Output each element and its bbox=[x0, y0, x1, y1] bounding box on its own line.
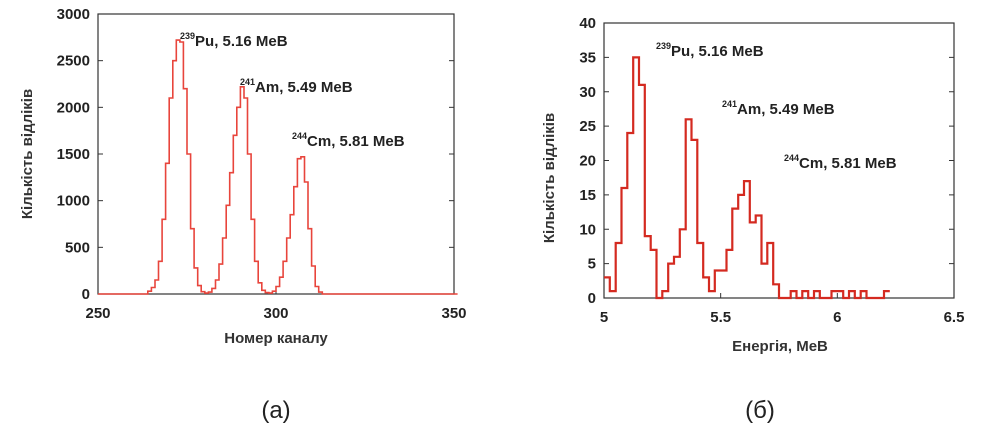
x-tick-label-b: 6 bbox=[833, 309, 841, 326]
x-ticks-b: 5 5.5 6 6.5 bbox=[600, 293, 965, 326]
y-tick-label-a: 2000 bbox=[57, 99, 90, 116]
y-tick-label-a: 0 bbox=[82, 286, 90, 303]
annotation-pu-b: 239Pu, 5.16 MeB bbox=[656, 41, 764, 60]
y-ticks-a: 0 500 1000 1500 2000 2500 3000 bbox=[57, 6, 454, 303]
chart-panel-a: 0 500 1000 1500 2000 2500 3000 250 300 350 239Pu… bbox=[19, 6, 467, 424]
y-tick-label-a: 2500 bbox=[57, 53, 90, 70]
spectrum-line-a bbox=[98, 39, 458, 295]
x-tick-label-b: 5.5 bbox=[710, 309, 731, 326]
y-tick-label-b: 25 bbox=[579, 118, 596, 135]
y-tick-label-b: 30 bbox=[579, 84, 596, 101]
y-axis-label-a: Кількість відліків bbox=[19, 89, 36, 219]
y-tick-label-a: 1500 bbox=[57, 146, 90, 163]
annotation-pu-a: 239Pu, 5.16 MeB bbox=[180, 31, 288, 50]
annotation-cm-a: 244Cm, 5.81 MeB bbox=[292, 131, 405, 150]
x-tick-label-a: 300 bbox=[263, 305, 288, 322]
y-tick-label-b: 20 bbox=[579, 153, 596, 170]
y-axis-label-b: Кількість відліків bbox=[541, 113, 558, 243]
y-tick-label-a: 3000 bbox=[57, 6, 90, 23]
y-tick-label-b: 0 bbox=[588, 290, 596, 307]
caption-a: (a) bbox=[261, 397, 290, 424]
y-tick-label-b: 35 bbox=[579, 49, 596, 66]
x-tick-label-b: 6.5 bbox=[944, 309, 965, 326]
y-tick-label-a: 1000 bbox=[57, 193, 90, 210]
annotation-am-b: 241Am, 5.49 MeB bbox=[722, 99, 835, 118]
x-tick-label-a: 250 bbox=[85, 305, 110, 322]
x-axis-label-b: Енергія, МеВ bbox=[732, 338, 828, 355]
y-tick-label-b: 5 bbox=[588, 256, 596, 273]
y-tick-label-b: 10 bbox=[579, 221, 596, 238]
x-ticks-a: 250 300 350 bbox=[85, 289, 467, 322]
annotation-am-a: 241Am, 5.49 MeB bbox=[240, 77, 353, 96]
y-ticks-b: 0 5 10 15 20 25 30 35 40 bbox=[579, 15, 954, 307]
y-tick-label-b: 40 bbox=[579, 15, 596, 32]
y-tick-label-b: 15 bbox=[579, 187, 596, 204]
spectrum-line-b bbox=[604, 56, 890, 300]
caption-b: (б) bbox=[745, 397, 775, 424]
y-tick-label-a: 500 bbox=[65, 239, 90, 256]
x-axis-label-a: Номер каналу bbox=[224, 330, 328, 347]
annotation-cm-b: 244Cm, 5.81 MeB bbox=[784, 153, 897, 172]
x-tick-label-b: 5 bbox=[600, 309, 608, 326]
x-tick-label-a: 350 bbox=[441, 305, 466, 322]
plot-frame-a bbox=[97, 13, 455, 295]
